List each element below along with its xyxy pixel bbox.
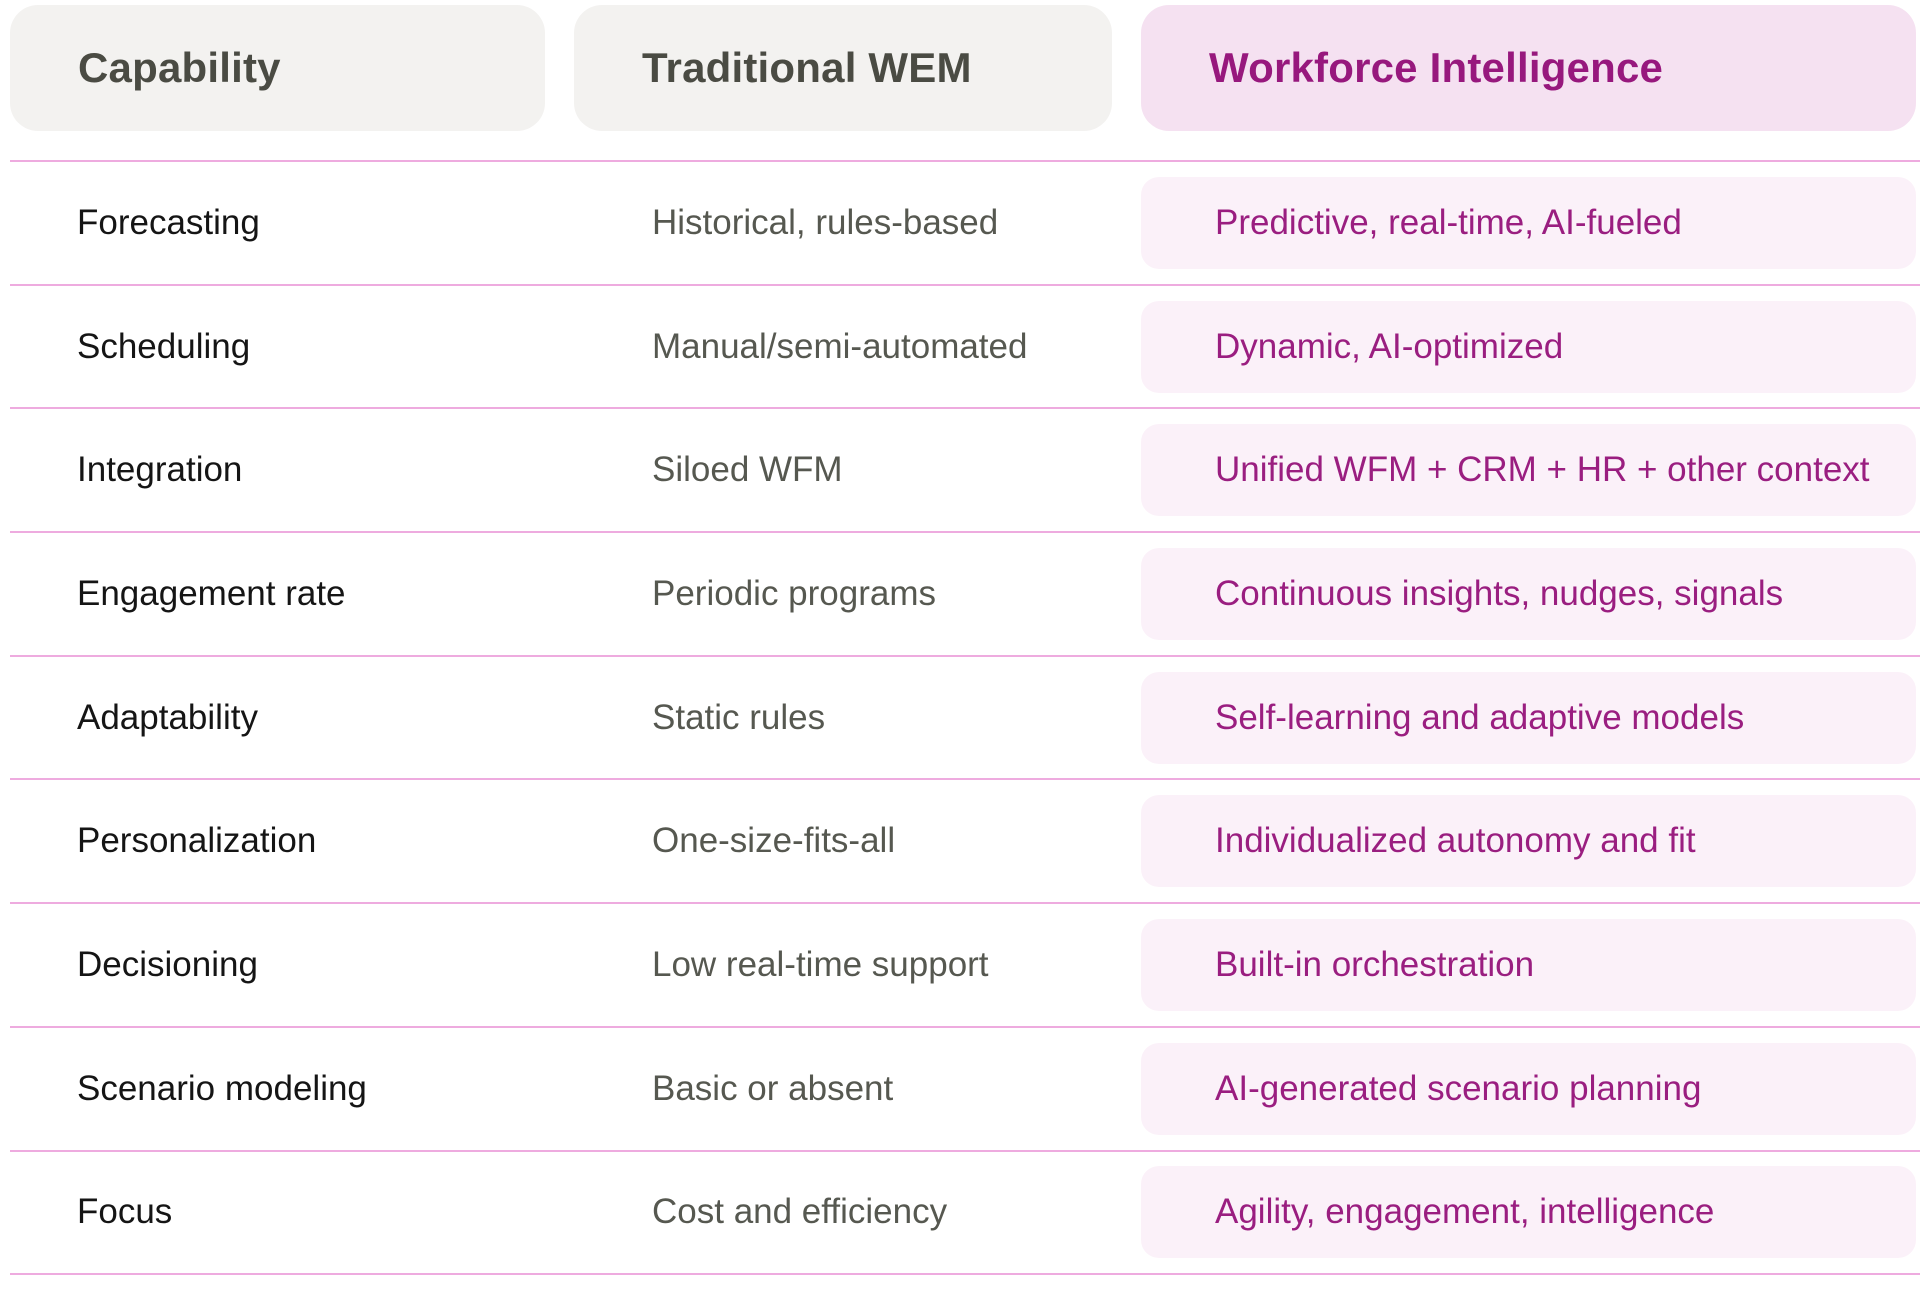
capability-cell: Engagement rate (77, 573, 346, 613)
capability-cell: Forecasting (77, 202, 260, 242)
intelligence-cell: Self-learning and adaptive models (1141, 671, 1916, 764)
traditional-cell: One-size-fits-all (652, 821, 896, 861)
intelligence-cell: Built-in orchestration (1141, 918, 1916, 1011)
traditional-cell: Historical, rules-based (652, 202, 999, 242)
table-row-forecasting: Forecasting Historical, rules-based Pred… (10, 160, 1920, 284)
capability-cell: Scheduling (77, 326, 251, 366)
table-row-engagement-rate: Engagement rate Periodic programs Contin… (10, 531, 1920, 655)
bottom-divider (10, 1273, 1920, 1276)
header-label-capability: Capability (78, 44, 281, 91)
capability-cell: Focus (77, 1192, 173, 1232)
capability-cell: Scenario modeling (77, 1068, 367, 1108)
traditional-cell: Siloed WFM (652, 450, 843, 490)
traditional-cell: Low real-time support (652, 944, 989, 984)
intelligence-cell: AI-generated scenario planning (1141, 1042, 1916, 1135)
table-row-focus: Focus Cost and efficiency Agility, engag… (10, 1149, 1920, 1274)
intelligence-cell: Individualized autonomy and fit (1141, 795, 1916, 888)
traditional-cell: Basic or absent (652, 1068, 894, 1108)
header-label-traditional-wem: Traditional WEM (642, 44, 972, 91)
capability-cell: Decisioning (77, 944, 258, 984)
traditional-cell: Static rules (652, 697, 826, 737)
header-pill-capability: Capability (10, 5, 545, 131)
table-row-adaptability: Adaptability Static rules Self-learning … (10, 654, 1920, 779)
header-pill-traditional-wem: Traditional WEM (574, 5, 1112, 131)
intelligence-cell: Agility, engagement, intelligence (1141, 1166, 1916, 1259)
table-row-scheduling: Scheduling Manual/semi-automated Dynamic… (10, 283, 1920, 408)
table-header-row: Capability Traditional WEM Workforce Int… (10, 5, 1920, 131)
header-label-workforce-intelligence: Workforce Intelligence (1209, 44, 1664, 91)
intelligence-cell: Predictive, real-time, AI-fueled (1141, 176, 1916, 269)
header-pill-workforce-intelligence: Workforce Intelligence (1141, 5, 1916, 131)
intelligence-cell: Dynamic, AI-optimized (1141, 300, 1916, 393)
table-row-integration: Integration Siloed WFM Unified WFM + CRM… (10, 407, 1920, 531)
capability-cell: Personalization (77, 821, 317, 861)
traditional-cell: Cost and efficiency (652, 1192, 948, 1232)
traditional-cell: Manual/semi-automated (652, 326, 1028, 366)
table-row-decisioning: Decisioning Low real-time support Built-… (10, 902, 1920, 1026)
table-row-scenario-modeling: Scenario modeling Basic or absent AI-gen… (10, 1025, 1920, 1150)
capability-cell: Integration (77, 450, 243, 490)
table-row-personalization: Personalization One-size-fits-all Indivi… (10, 778, 1920, 902)
capability-cell: Adaptability (77, 697, 258, 737)
table-body: Forecasting Historical, rules-based Pred… (0, 160, 1920, 1276)
traditional-cell: Periodic programs (652, 573, 936, 613)
intelligence-cell: Unified WFM + CRM + HR + other context (1141, 424, 1916, 517)
intelligence-cell: Continuous insights, nudges, signals (1141, 547, 1916, 640)
